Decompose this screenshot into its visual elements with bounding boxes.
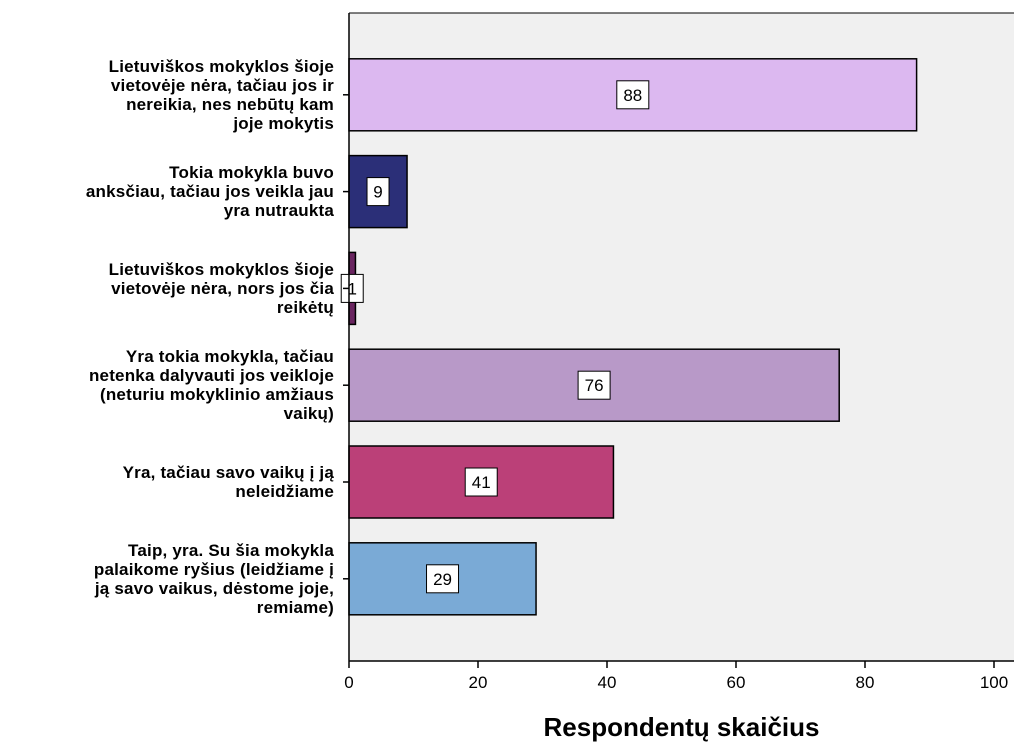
x-tick-label: 80 bbox=[856, 673, 875, 692]
category-label-line: palaikome ryšius (leidžiame į bbox=[93, 559, 334, 579]
data-label: 9 bbox=[373, 183, 382, 202]
data-label: 76 bbox=[585, 376, 604, 395]
data-label: 41 bbox=[472, 473, 491, 492]
category-label-line: reikėtų bbox=[276, 297, 334, 317]
x-axis-title: Respondentų skaičius bbox=[543, 712, 820, 742]
data-label-box bbox=[340, 273, 364, 303]
category-label: Tokia mokykla buvo anksčiau, tačiau jos v… bbox=[86, 163, 334, 220]
category-label: Taip, yra. Su šia mokykla palaikome ryšiu… bbox=[94, 541, 334, 617]
data-label-box bbox=[426, 564, 460, 594]
category-label-line: anksčiau, tačiau jos veikla jau bbox=[85, 182, 334, 202]
x-tick-label: 100 bbox=[980, 673, 1008, 692]
x-tick-label: 60 bbox=[727, 673, 746, 692]
data-label-box bbox=[366, 177, 390, 207]
category-label-line: (neturiu mokyklinio amžiaus bbox=[99, 385, 334, 405]
data-label: 29 bbox=[433, 570, 452, 589]
category-label-line: remiame) bbox=[256, 597, 334, 617]
category-label-line: joje mokytis bbox=[233, 113, 334, 133]
x-tick-label: 20 bbox=[469, 673, 488, 692]
data-label: 1 bbox=[347, 279, 356, 298]
category-label-line: nereikia, nes nebūtų kam bbox=[126, 94, 334, 114]
data-label: 88 bbox=[623, 86, 642, 105]
category-label: Yra tokia mokykla, tačiau netenka dalyvau… bbox=[89, 347, 334, 423]
category-label-line: Yra, tačiau savo vaikų į ją bbox=[122, 463, 334, 482]
data-label-box bbox=[616, 80, 650, 110]
category-label: Lietuviškos mokyklos šioje vietovėje nėra… bbox=[109, 57, 334, 133]
category-label: Lietuviškos mokyklos šioje vietovėje nėra… bbox=[109, 260, 334, 317]
category-label-line: vietovėje nėra, tačiau jos ir bbox=[110, 75, 334, 95]
category-label: Yra, tačiau savo vaikų į ją neleidžiame bbox=[123, 463, 334, 501]
category-label-line: Yra tokia mokykla, tačiau bbox=[125, 347, 334, 367]
category-label-line: ją savo vaikus, dėstome joje, bbox=[94, 578, 334, 598]
x-tick-label: 40 bbox=[598, 673, 617, 692]
category-label-line: Taip, yra. Su šia mokykla bbox=[128, 540, 334, 560]
data-label-box bbox=[577, 370, 611, 400]
category-label-line: yra nutraukta bbox=[223, 201, 334, 221]
category-label-line: Tokia mokykla buvo bbox=[169, 163, 334, 183]
category-label-line: neleidžiame bbox=[235, 482, 334, 501]
category-label-line: vietovėje nėra, nors jos čia bbox=[111, 278, 334, 298]
category-label-line: netenka dalyvauti jos veikloje bbox=[88, 366, 334, 386]
category-label-line: Lietuviškos mokyklos šioje bbox=[108, 56, 334, 76]
axes-group: 0 20 40 60 80 100 bbox=[343, 12, 1014, 692]
data-label-box bbox=[464, 467, 498, 497]
x-tick-label: 0 bbox=[344, 673, 353, 692]
category-label-line: Lietuviškos mokyklos šioje bbox=[108, 259, 334, 279]
category-label-line: vaikų) bbox=[283, 404, 334, 424]
bars-group: 88 9 1 76 41 29 bbox=[340, 58, 918, 616]
